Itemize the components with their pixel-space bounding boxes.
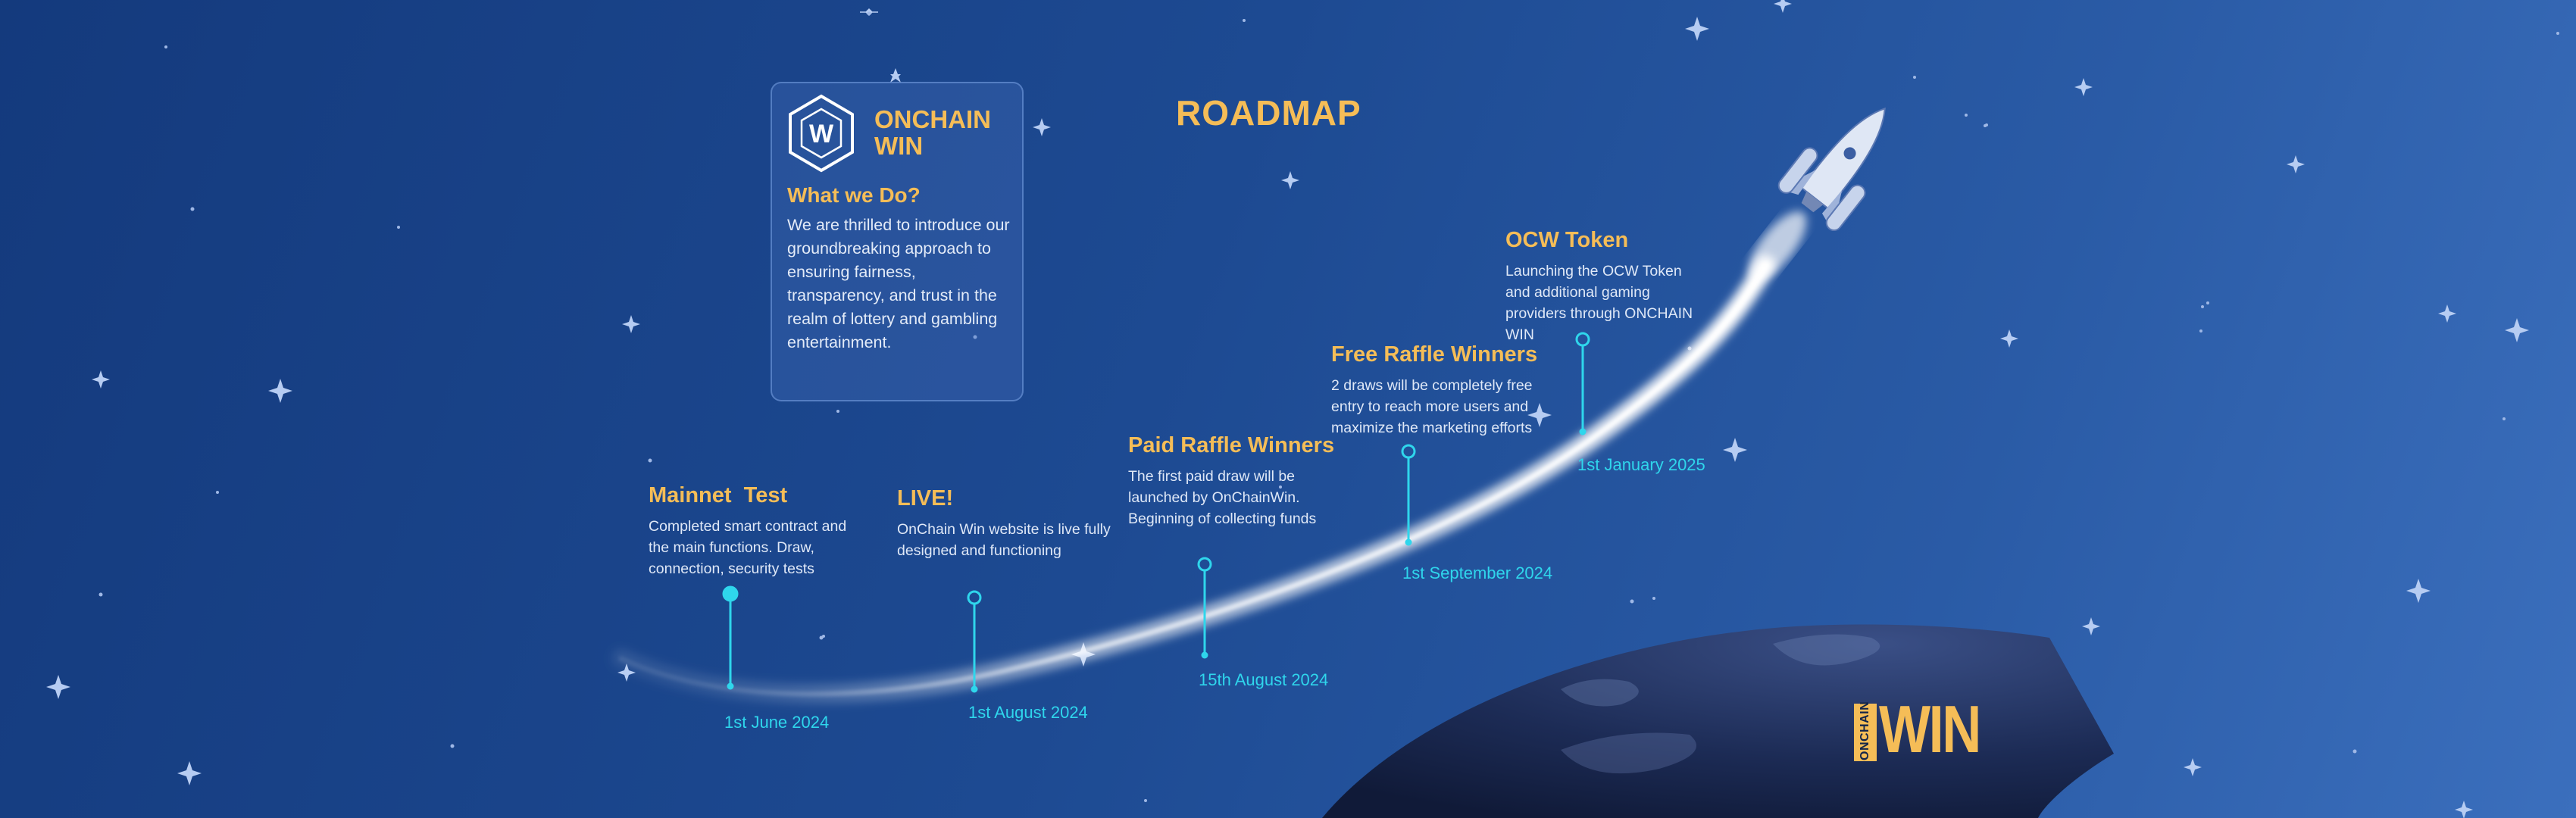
hexagon-logo-icon: W bbox=[789, 94, 854, 173]
planet-icon bbox=[1322, 624, 2114, 818]
milestone-paid-raffle: Paid Raffle Winners The first paid draw … bbox=[1128, 433, 1335, 529]
rocket-icon bbox=[1749, 107, 1886, 280]
star-field bbox=[46, 0, 2559, 818]
milestone-date: 1st June 2024 bbox=[724, 713, 830, 732]
milestone-text: 2 draws will be completely free entry to… bbox=[1331, 377, 1533, 436]
milestone-free-raffle: Free Raffle Winners 2 draws will be comp… bbox=[1331, 342, 1543, 439]
milestone-text: Launching the OCW Token and additional g… bbox=[1505, 263, 1693, 343]
milestone-title: OCW Token bbox=[1505, 228, 1629, 252]
milestone-date: 1st August 2024 bbox=[968, 703, 1088, 722]
milestone-title: Free Raffle Winners bbox=[1331, 342, 1538, 367]
milestone-text: Completed smart contract and the main fu… bbox=[649, 518, 847, 577]
milestone-live: LIVE! OnChain Win website is live fully … bbox=[897, 486, 1117, 561]
rocket-trail bbox=[611, 255, 1775, 704]
milestone-title: Mainnet Test bbox=[649, 483, 788, 507]
milestone-ocw-token: OCW Token Launching the OCW Token and ad… bbox=[1505, 228, 1710, 345]
milestone-text: OnChain Win website is live fully design… bbox=[897, 521, 1111, 559]
milestone-mainnet-test: Mainnet Test Completed smart contract an… bbox=[649, 483, 868, 579]
milestone-date: 1st January 2025 bbox=[1577, 455, 1705, 474]
brand-name: ONCHAIN WIN bbox=[874, 106, 991, 159]
logo-letter: W bbox=[809, 120, 834, 148]
logo-big-text: WIN bbox=[1879, 692, 1981, 766]
timeline-markers bbox=[722, 332, 1590, 693]
card-body: We are thrilled to introduce our groundb… bbox=[787, 216, 1010, 351]
about-card: W ONCHAIN WIN What we Do? We are thrille… bbox=[771, 82, 1024, 401]
milestone-title: LIVE! bbox=[897, 486, 954, 510]
logo-small-text: ONCHAIN bbox=[1859, 701, 1871, 760]
card-heading: What we Do? bbox=[787, 183, 921, 207]
milestone-title: Paid Raffle Winners bbox=[1128, 433, 1335, 457]
milestone-date: 15th August 2024 bbox=[1199, 670, 1329, 689]
page-title: ROADMAP bbox=[1176, 93, 1361, 133]
brand-line-2: WIN bbox=[874, 132, 924, 160]
milestone-date: 1st September 2024 bbox=[1402, 564, 1553, 582]
logo-small-box: ONCHAIN bbox=[1854, 701, 1877, 761]
milestone-text: The first paid draw will be launched by … bbox=[1128, 468, 1317, 527]
brand-line-1: ONCHAIN bbox=[874, 105, 991, 133]
